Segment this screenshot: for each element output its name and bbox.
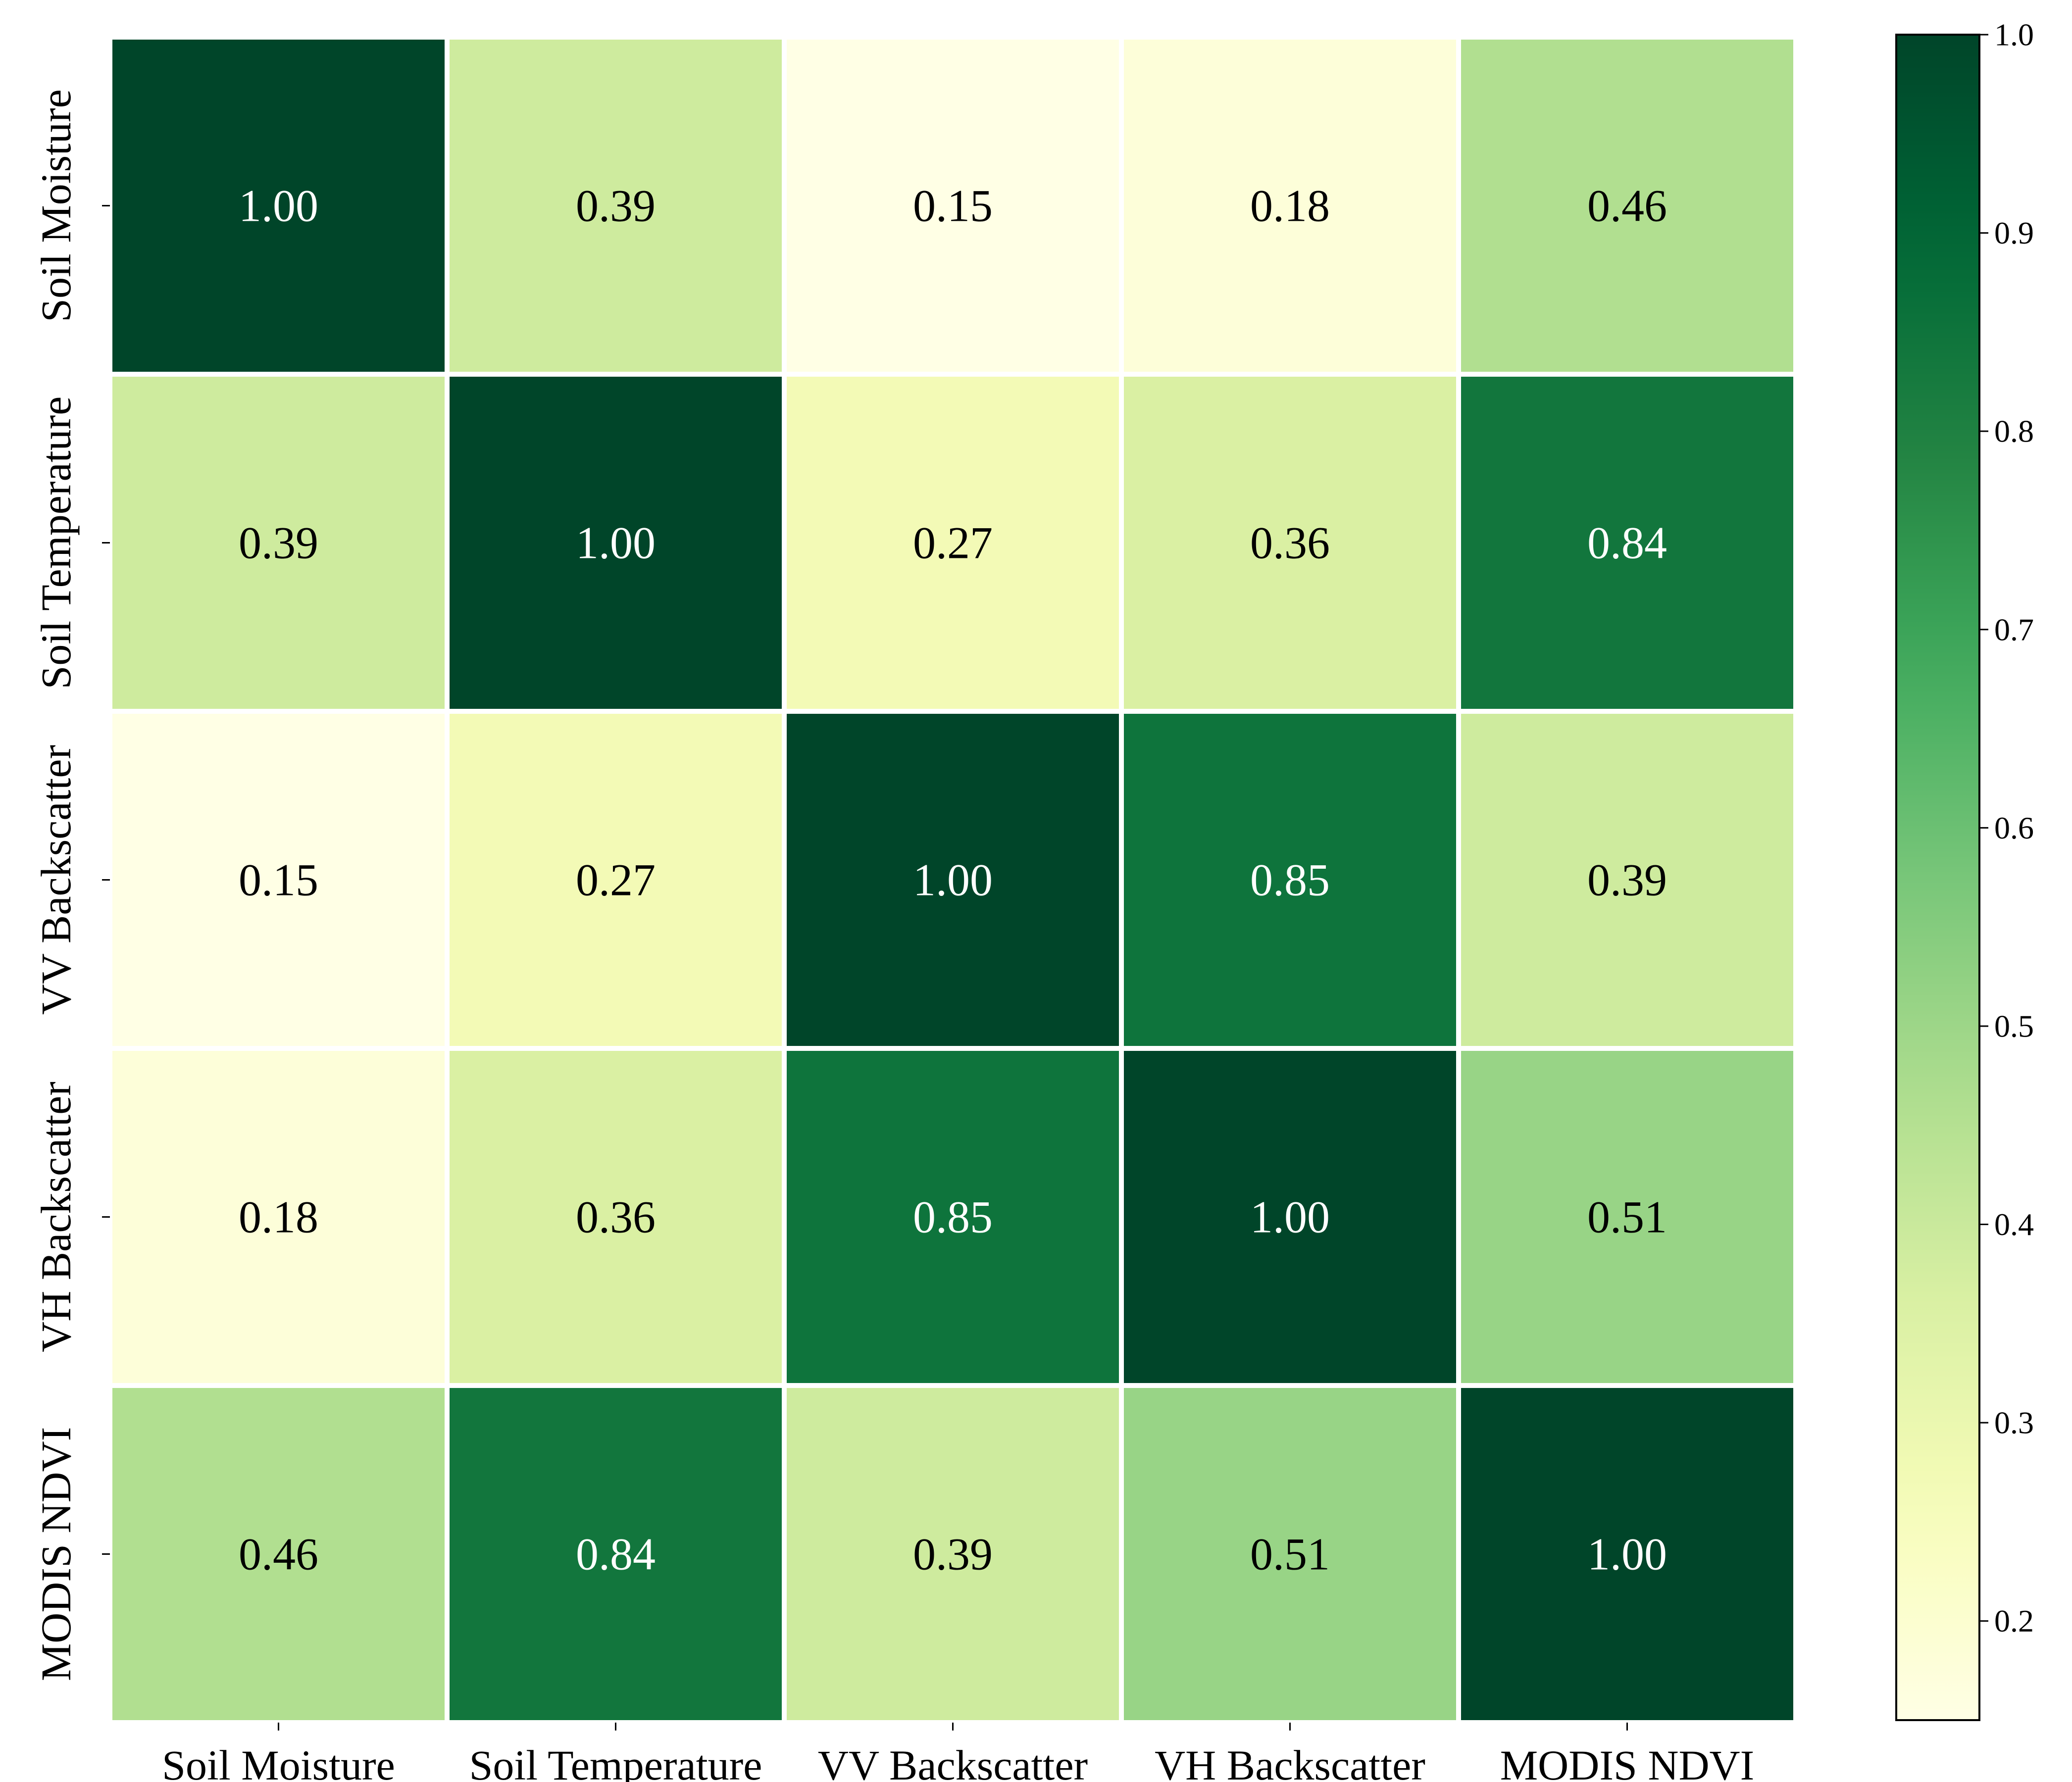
cell-value-label: 0.27 — [913, 518, 993, 568]
heatmap-cell-labels: 1.00 0.39 0.15 0.18 0.46 0.39 1.00 0.27 0.36 0.84… — [239, 181, 1667, 1580]
y-axis: Soil Moisture Soil Temperature VV Backscat… — [32, 89, 110, 1681]
colorbar-tick-label: 0.2 — [1994, 1603, 2034, 1638]
colorbar-tick-label: 0.9 — [1994, 215, 2034, 250]
y-tick-label: VV Backscatter — [32, 745, 80, 1015]
cell-value-label: 0.15 — [239, 855, 318, 905]
colorbar: 0.2 0.3 0.4 0.5 0.6 0.7 0.8 0.9 1.0 — [1895, 17, 2034, 1721]
heatmap-cell — [782, 372, 1124, 714]
cell-value-label: 0.27 — [576, 855, 656, 905]
cell-value-label: 0.18 — [1250, 181, 1330, 231]
x-tick-label: Soil Moisture — [162, 1741, 395, 1782]
y-tick-label: Soil Moisture — [32, 89, 80, 322]
heatmap-cell — [1456, 709, 1798, 1051]
cell-value-label: 0.39 — [239, 518, 318, 568]
x-axis: Soil Moisture Soil Temperature VV Backscat… — [162, 1723, 1754, 1782]
cell-value-label: 0.84 — [1587, 518, 1667, 568]
heatmap-cell — [107, 35, 450, 377]
cell-value-label: 0.39 — [576, 181, 656, 231]
cell-value-label: 0.36 — [1250, 518, 1330, 568]
x-tick-label: MODIS NDVI — [1500, 1741, 1755, 1782]
x-tick-label: VV Backscatter — [818, 1741, 1088, 1782]
cell-value-label: 0.39 — [1587, 855, 1667, 905]
y-tick-label: VH Backscatter — [32, 1082, 80, 1352]
heatmap-cell — [445, 1046, 787, 1388]
cell-value-label: 0.46 — [239, 1529, 318, 1580]
heatmap-cell — [1456, 1046, 1798, 1388]
colorbar-tick-label: 0.6 — [1994, 810, 2034, 845]
cell-value-label: 1.00 — [239, 181, 318, 231]
heatmap-cell — [782, 1046, 1124, 1388]
colorbar-tick-label: 0.4 — [1994, 1207, 2034, 1242]
heatmap-cell — [782, 35, 1124, 377]
cell-value-label: 1.00 — [576, 518, 656, 568]
heatmap-cell — [107, 372, 450, 714]
cell-value-label: 1.00 — [1587, 1529, 1667, 1580]
cell-value-label: 1.00 — [1250, 1192, 1330, 1242]
colorbar-tick-label: 0.8 — [1994, 414, 2034, 449]
cell-value-label: 0.39 — [913, 1529, 993, 1580]
cell-value-label: 0.15 — [913, 181, 993, 231]
cell-value-label: 0.51 — [1587, 1192, 1667, 1242]
heatmap-cell — [445, 35, 787, 377]
y-tick-label: MODIS NDVI — [32, 1427, 80, 1682]
colorbar-tick-label: 1.0 — [1994, 17, 2034, 52]
heatmap-cell — [1119, 35, 1461, 377]
colorbar-tick-label: 0.7 — [1994, 612, 2034, 647]
cell-value-label: 0.46 — [1587, 181, 1667, 231]
x-tick-label: VH Backscatter — [1155, 1741, 1425, 1782]
y-tick-label: Soil Temperature — [32, 396, 80, 690]
heatmap-cells — [107, 35, 1798, 1725]
x-tick-label: Soil Temperature — [469, 1741, 762, 1782]
cell-value-label: 0.18 — [239, 1192, 318, 1242]
cell-value-label: 0.36 — [576, 1192, 656, 1242]
cell-value-label: 1.00 — [913, 855, 993, 905]
colorbar-tick-label: 0.3 — [1994, 1405, 2034, 1440]
heatmap-cell — [1119, 709, 1461, 1051]
heatmap-cell — [1456, 372, 1798, 714]
cell-value-label: 0.85 — [1250, 855, 1330, 905]
cell-value-label: 0.85 — [913, 1192, 993, 1242]
colorbar-tick-label: 0.5 — [1994, 1008, 2034, 1043]
heatmap-cell — [1119, 1046, 1461, 1388]
cell-value-label: 0.51 — [1250, 1529, 1330, 1580]
heatmap-cell — [782, 1383, 1124, 1725]
heatmap-cell — [445, 709, 787, 1051]
colorbar-gradient — [1895, 34, 1980, 1721]
heatmap-cell — [1456, 1383, 1798, 1725]
cell-value-label: 0.84 — [576, 1529, 656, 1580]
heatmap-cell — [445, 1383, 787, 1725]
heatmap-cell — [107, 1383, 450, 1725]
